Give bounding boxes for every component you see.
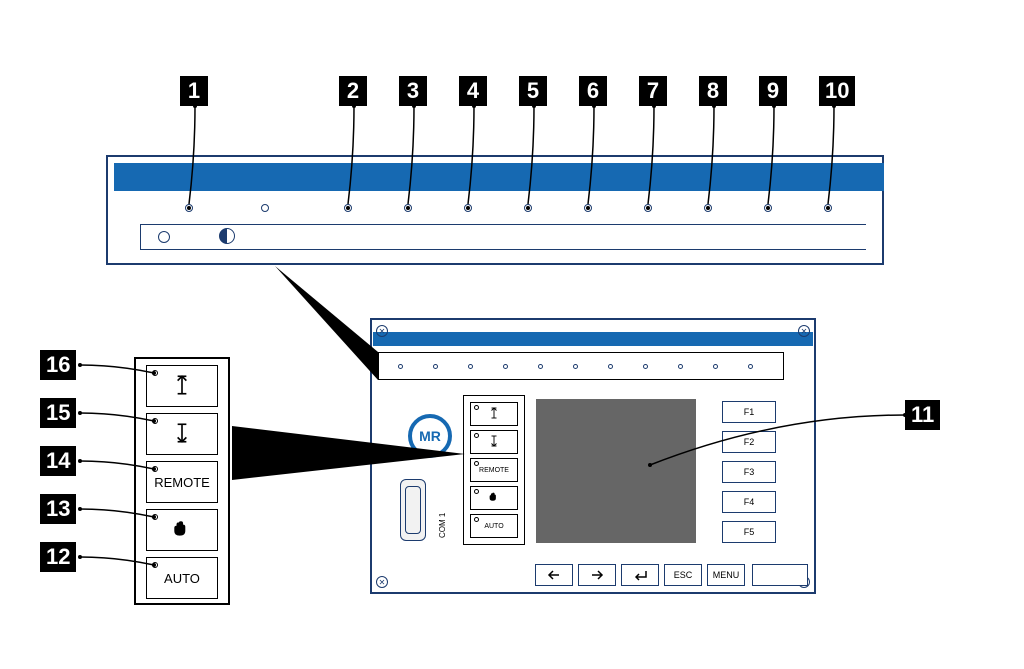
callout-16: 16	[40, 350, 76, 380]
panel-screw-1: ✕	[376, 325, 388, 337]
lcd-display	[536, 399, 696, 543]
callout-15: 15	[40, 398, 76, 428]
panel-led-8	[643, 364, 648, 369]
callout-2: 2	[339, 76, 367, 106]
top-led-4	[464, 204, 472, 212]
nav-blank	[752, 564, 808, 586]
mode-button-0[interactable]	[470, 402, 518, 426]
top-led-8	[704, 204, 712, 212]
mode-button-label: AUTO	[484, 523, 503, 530]
panel-led-9	[678, 364, 683, 369]
mode-button-label: REMOTE	[479, 467, 509, 474]
callout-6: 6	[579, 76, 607, 106]
nav-button-arrow-right[interactable]	[578, 564, 616, 586]
panel-led-6	[573, 364, 578, 369]
top-led-7	[644, 204, 652, 212]
detail-mode-button-1[interactable]	[146, 413, 218, 455]
detail-mode-button-2[interactable]: REMOTE	[146, 461, 218, 503]
top-led-5	[524, 204, 532, 212]
callout-5: 5	[519, 76, 547, 106]
panel-led-7	[608, 364, 613, 369]
callout-9: 9	[759, 76, 787, 106]
icon-hand-icon	[487, 492, 501, 504]
top-led-10	[824, 204, 832, 212]
detail-mode-button-4[interactable]: AUTO	[146, 557, 218, 599]
panel-led-2	[433, 364, 438, 369]
nav-button-menu[interactable]: MENU	[707, 564, 745, 586]
top-led-1	[185, 204, 193, 212]
nav-button-esc[interactable]: ESC	[664, 564, 702, 586]
f-button-f4[interactable]: F4	[722, 491, 776, 513]
com1-port	[400, 479, 426, 541]
f-button-f1[interactable]: F1	[722, 401, 776, 423]
panel-led-4	[503, 364, 508, 369]
top-bar-blue-strip	[114, 163, 884, 191]
callout-10: 10	[819, 76, 855, 106]
f-button-f3[interactable]: F3	[722, 461, 776, 483]
com1-label: COM 1	[438, 513, 447, 538]
callout-1: 1	[180, 76, 208, 106]
callout-11: 11	[905, 400, 940, 430]
panel-screw-3: ✕	[376, 576, 388, 588]
detail-mode-label: REMOTE	[154, 475, 210, 490]
top-led-9	[764, 204, 772, 212]
mr-button[interactable]: MR	[408, 414, 452, 458]
f-button-f5[interactable]: F5	[722, 521, 776, 543]
brightness-icon	[158, 231, 170, 243]
top-led-extra	[261, 204, 269, 212]
top-led-2	[344, 204, 352, 212]
detail-mode-button-0[interactable]	[146, 365, 218, 407]
nav-button-arrow-left[interactable]	[535, 564, 573, 586]
icon-up-icon	[489, 405, 499, 423]
panel-blue-strip	[373, 332, 813, 346]
panel-led-3	[468, 364, 473, 369]
top-bar-slot	[140, 224, 866, 250]
mode-button-1[interactable]	[470, 430, 518, 454]
panel-led-5	[538, 364, 543, 369]
f-button-f2[interactable]: F2	[722, 431, 776, 453]
diagram-canvas: ✕✕✕✕ COM 1 MR REMOTE AUTO F1F2F3F4F5 ESC…	[0, 0, 1024, 669]
callout-8: 8	[699, 76, 727, 106]
callout-14: 14	[40, 446, 76, 476]
callout-12: 12	[40, 542, 76, 572]
top-led-3	[404, 204, 412, 212]
icon-hand-icon	[171, 520, 193, 541]
panel-led-1	[398, 364, 403, 369]
top-led-6	[584, 204, 592, 212]
panel-led-10	[713, 364, 718, 369]
led-strip-highlight	[378, 352, 784, 380]
callout-7: 7	[639, 76, 667, 106]
panel-led-11	[748, 364, 753, 369]
icon-down-icon	[489, 433, 499, 451]
detail-mode-button-3[interactable]	[146, 509, 218, 551]
icon-down-icon	[173, 421, 191, 448]
mode-button-4[interactable]: AUTO	[470, 514, 518, 538]
mr-label: MR	[419, 428, 441, 444]
mode-button-3[interactable]	[470, 486, 518, 510]
panel-screw-2: ✕	[798, 325, 810, 337]
callout-13: 13	[40, 494, 76, 524]
mode-button-2[interactable]: REMOTE	[470, 458, 518, 482]
detail-mode-label: AUTO	[164, 571, 200, 586]
icon-up-icon	[173, 373, 191, 400]
contrast-icon	[219, 228, 235, 244]
callout-3: 3	[399, 76, 427, 106]
callout-4: 4	[459, 76, 487, 106]
nav-button-enter[interactable]	[621, 564, 659, 586]
